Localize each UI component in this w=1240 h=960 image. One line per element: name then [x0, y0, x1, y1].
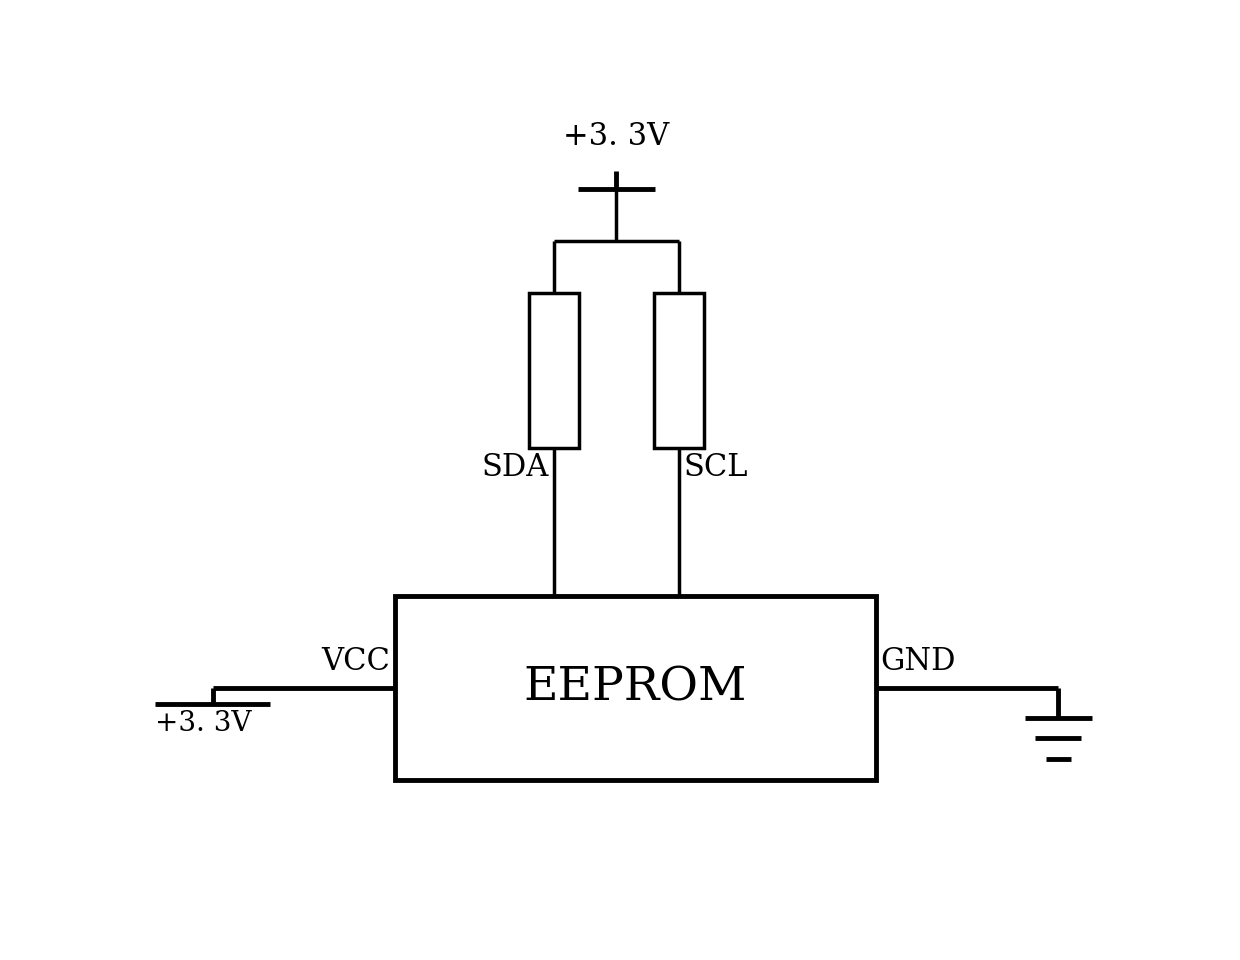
- Text: EEPROM: EEPROM: [523, 665, 748, 710]
- Text: SDA: SDA: [481, 451, 549, 483]
- Bar: [653, 293, 704, 447]
- Text: GND: GND: [880, 646, 956, 677]
- Bar: [396, 595, 875, 780]
- Text: +3. 3V: +3. 3V: [155, 710, 252, 737]
- Bar: [528, 293, 579, 447]
- Text: SCL: SCL: [683, 451, 748, 483]
- Text: +3. 3V: +3. 3V: [563, 121, 670, 153]
- Text: VCC: VCC: [321, 646, 391, 677]
